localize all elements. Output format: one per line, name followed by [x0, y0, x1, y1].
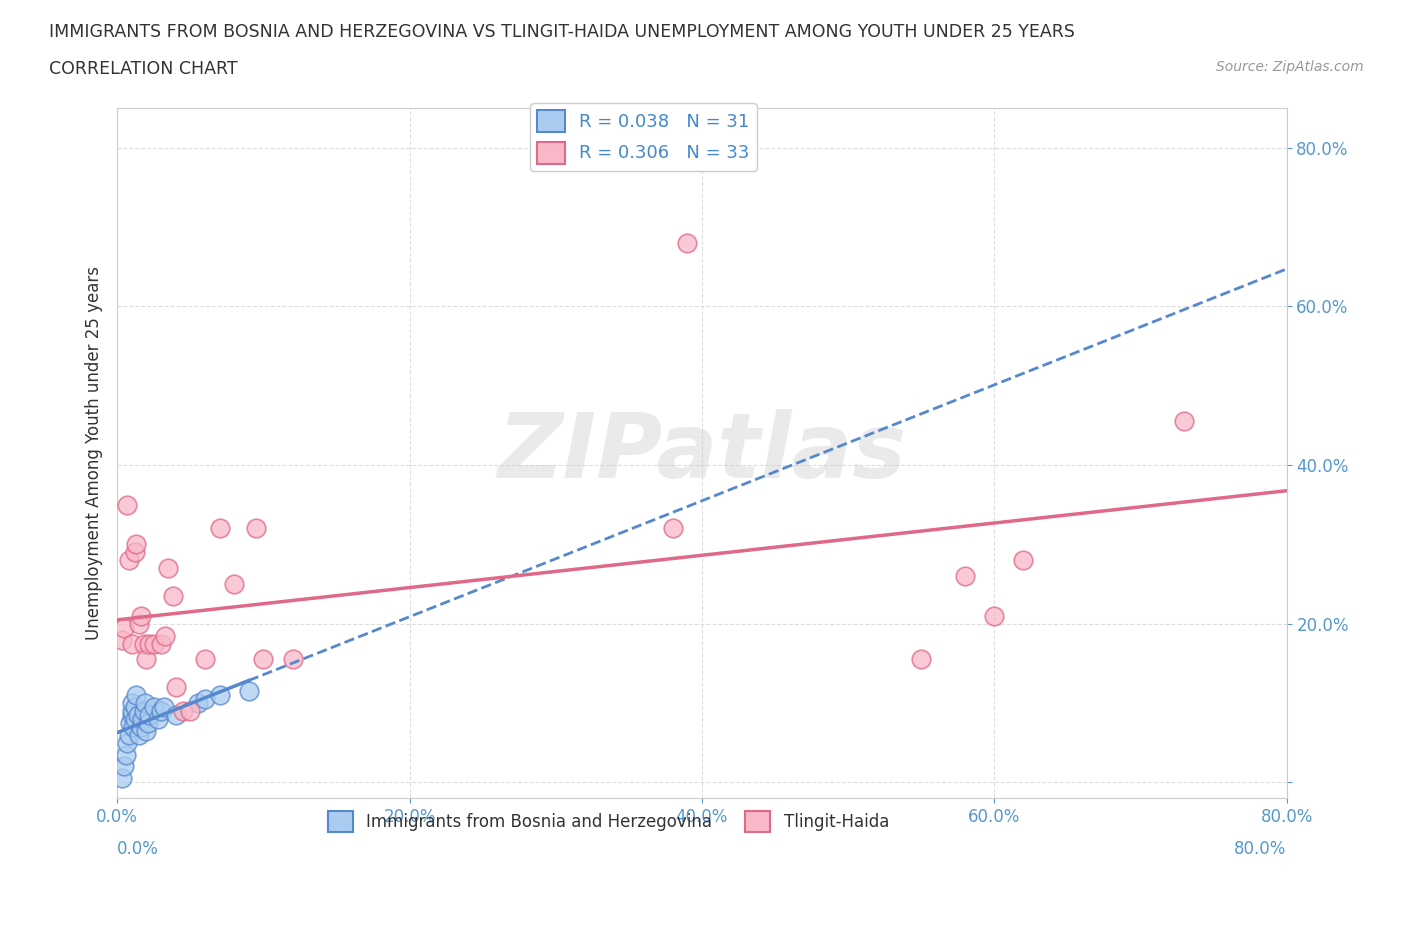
Point	[1012, 552, 1035, 567]
Point	[128, 617, 150, 631]
Point	[117, 498, 139, 512]
Point	[114, 620, 136, 635]
Point	[118, 727, 141, 742]
Legend: Immigrants from Bosnia and Herzegovina, Tlingit-Haida: Immigrants from Bosnia and Herzegovina, …	[321, 804, 896, 838]
Point	[129, 720, 152, 735]
Point	[120, 715, 142, 730]
Point	[142, 699, 165, 714]
Point	[128, 727, 150, 742]
Point	[187, 696, 209, 711]
Point	[138, 708, 160, 723]
Point	[121, 696, 143, 711]
Point	[1173, 414, 1195, 429]
Point	[281, 652, 304, 667]
Point	[136, 715, 159, 730]
Point	[238, 684, 260, 698]
Point	[121, 708, 143, 723]
Point	[134, 696, 156, 711]
Point	[150, 703, 173, 718]
Point	[252, 652, 274, 667]
Point	[153, 699, 176, 714]
Point	[142, 636, 165, 651]
Point	[155, 628, 177, 643]
Point	[150, 636, 173, 651]
Point	[121, 703, 143, 718]
Point	[179, 703, 201, 718]
Point	[124, 711, 146, 726]
Point	[121, 636, 143, 651]
Text: ZIPatlas: ZIPatlas	[498, 409, 907, 498]
Point	[122, 720, 145, 735]
Text: 0.0%: 0.0%	[117, 840, 159, 857]
Point	[115, 747, 138, 762]
Point	[146, 711, 169, 726]
Point	[162, 589, 184, 604]
Point	[124, 545, 146, 560]
Point	[132, 636, 155, 651]
Point	[661, 521, 683, 536]
Point	[208, 521, 231, 536]
Point	[676, 235, 699, 250]
Point	[125, 687, 148, 702]
Point	[208, 687, 231, 702]
Point	[165, 680, 187, 695]
Point	[245, 521, 267, 536]
Point	[125, 537, 148, 551]
Point	[194, 652, 217, 667]
Point	[110, 771, 132, 786]
Point	[157, 561, 180, 576]
Point	[131, 711, 153, 726]
Point	[165, 708, 187, 723]
Point	[172, 703, 194, 718]
Text: CORRELATION CHART: CORRELATION CHART	[49, 60, 238, 78]
Point	[983, 608, 1005, 623]
Y-axis label: Unemployment Among Youth under 25 years: Unemployment Among Youth under 25 years	[86, 266, 103, 640]
Point	[910, 652, 932, 667]
Text: IMMIGRANTS FROM BOSNIA AND HERZEGOVINA VS TLINGIT-HAIDA UNEMPLOYMENT AMONG YOUTH: IMMIGRANTS FROM BOSNIA AND HERZEGOVINA V…	[49, 23, 1076, 41]
Point	[194, 692, 217, 707]
Point	[135, 724, 157, 738]
Point	[224, 577, 246, 591]
Point	[138, 636, 160, 651]
Point	[953, 568, 976, 583]
Point	[117, 736, 139, 751]
Point	[135, 652, 157, 667]
Text: 80.0%: 80.0%	[1234, 840, 1286, 857]
Point	[118, 552, 141, 567]
Point	[132, 703, 155, 718]
Text: Source: ZipAtlas.com: Source: ZipAtlas.com	[1216, 60, 1364, 74]
Point	[129, 608, 152, 623]
Point	[110, 632, 132, 647]
Point	[124, 699, 146, 714]
Point	[127, 708, 149, 723]
Point	[114, 759, 136, 774]
